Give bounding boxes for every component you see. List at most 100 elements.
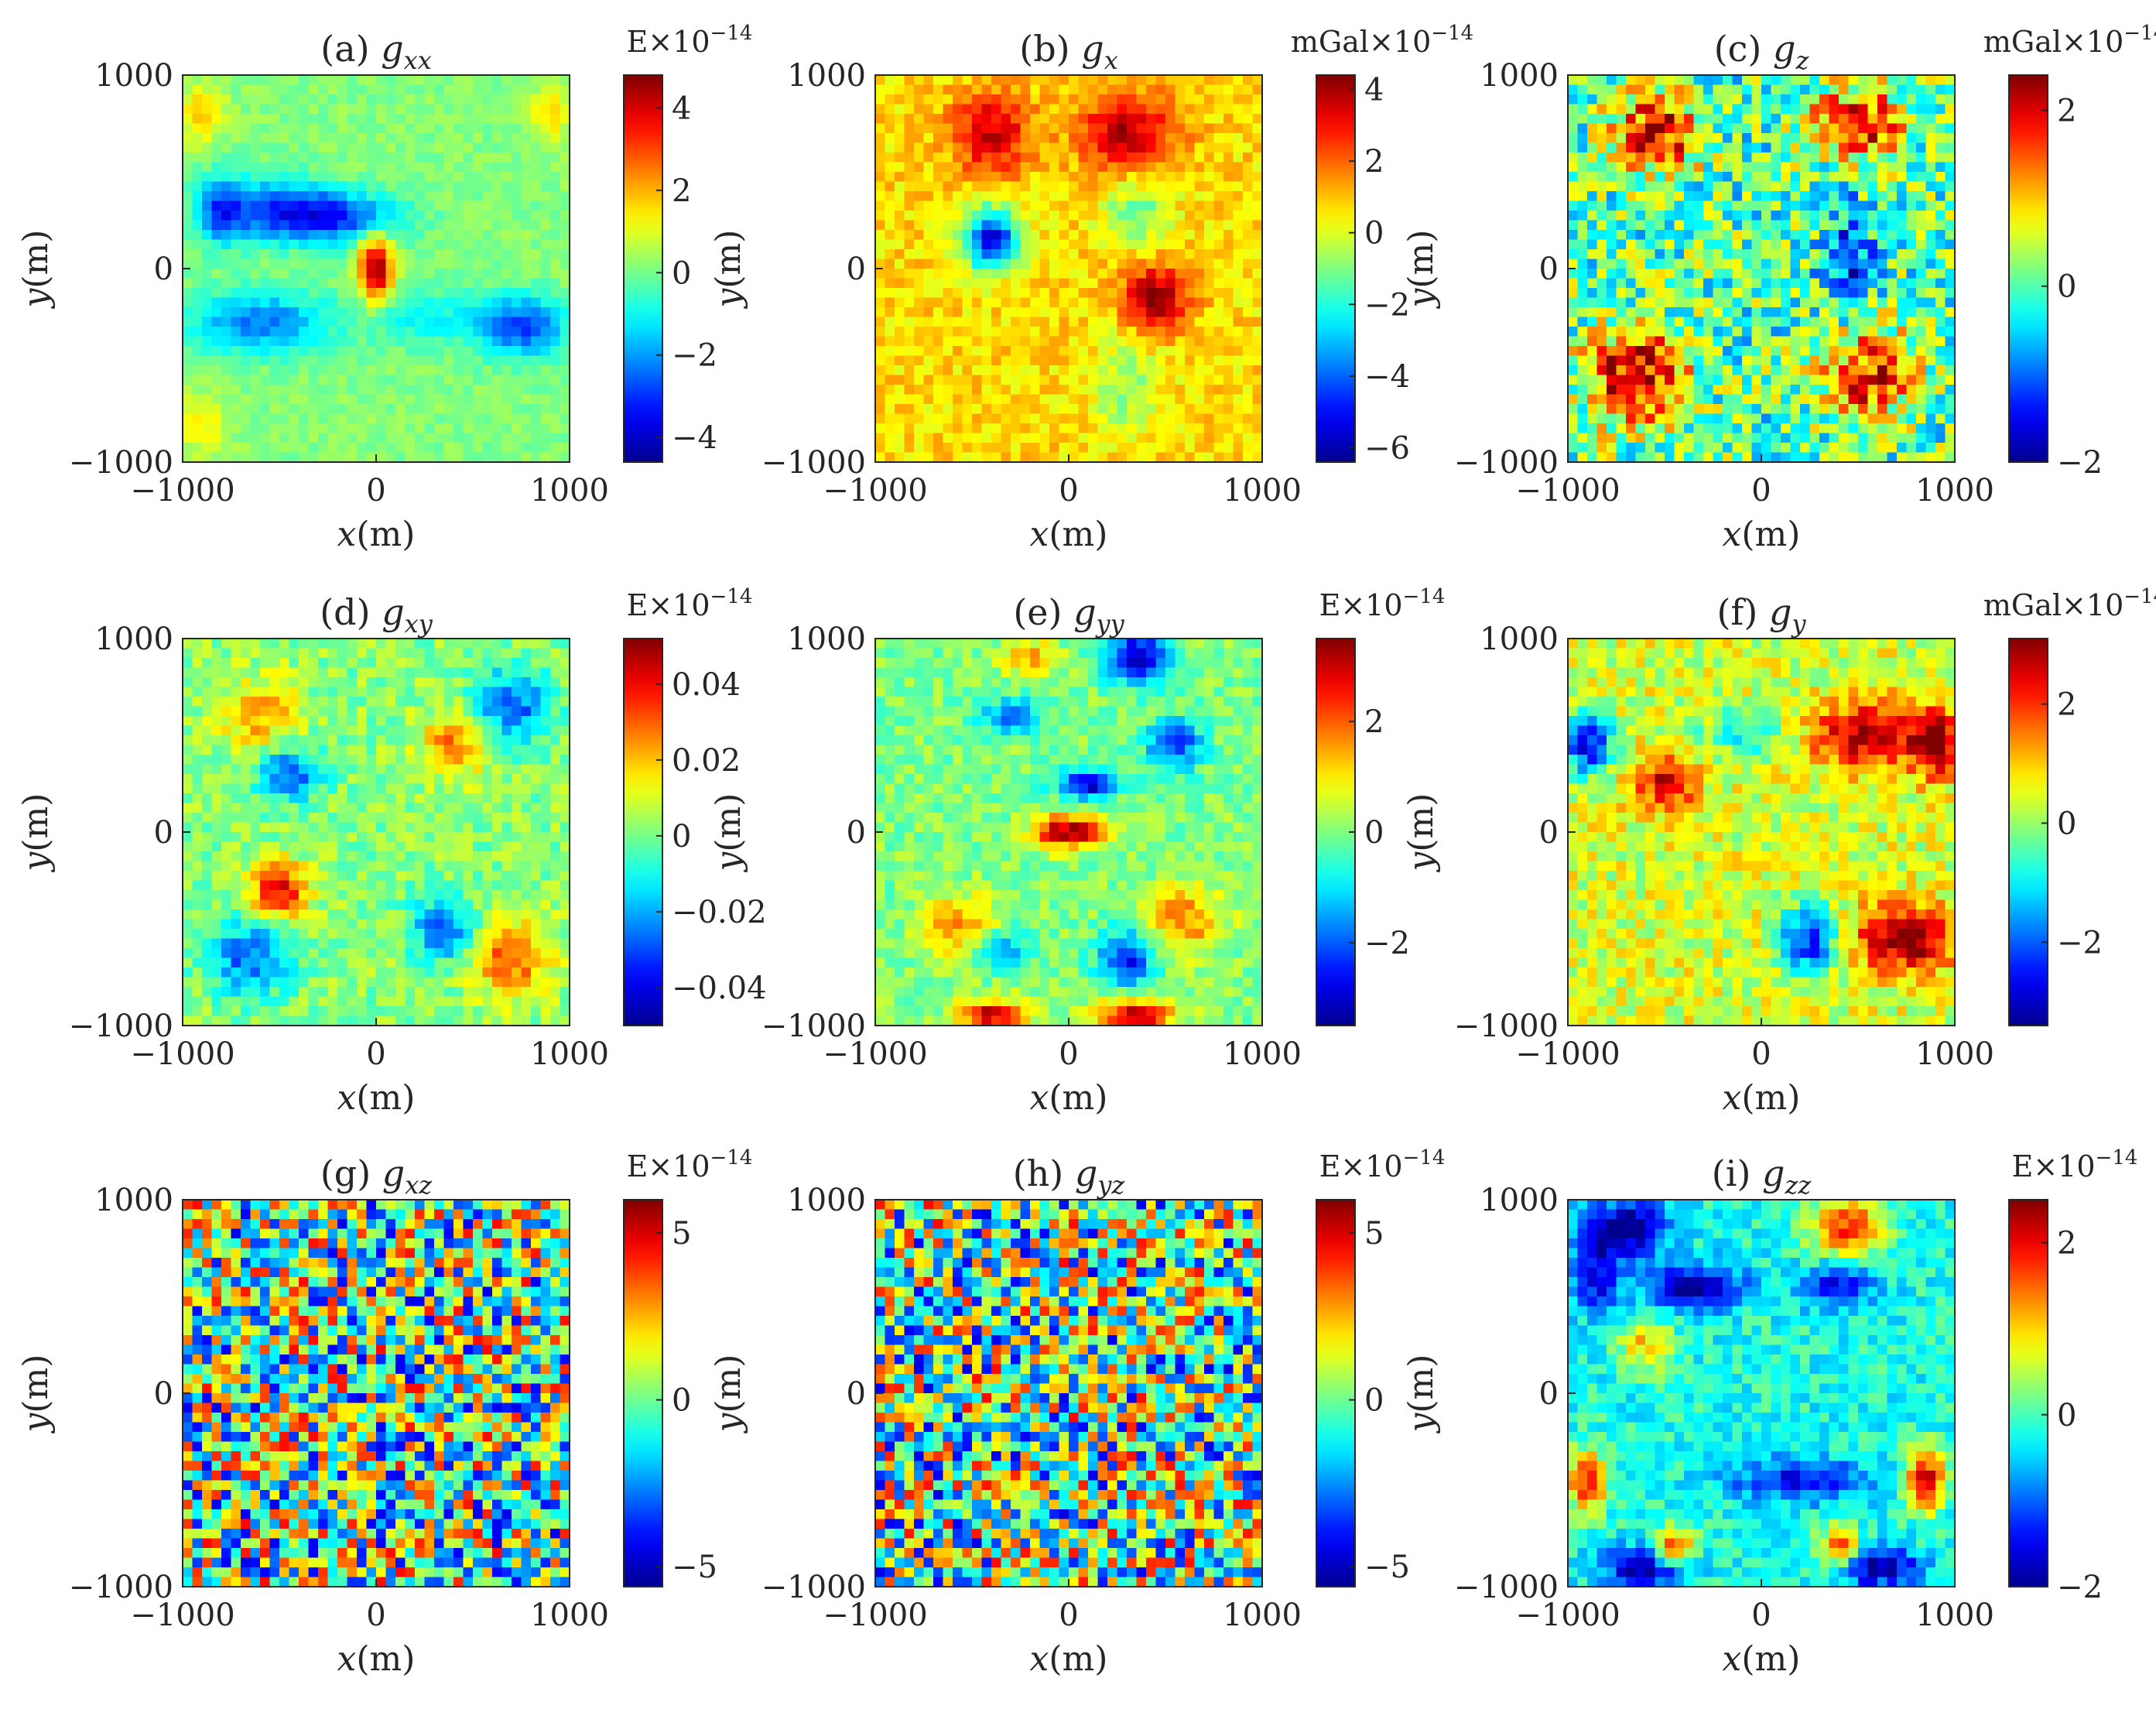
heatmap-cell [540, 142, 551, 153]
heatmap-cell [1243, 404, 1254, 415]
heatmap-cell [1945, 278, 1956, 289]
heatmap-cell [1800, 385, 1811, 396]
heatmap-cell [231, 239, 241, 250]
colorbar-tick-label: 2 [1364, 144, 1384, 180]
heatmap-cell [347, 230, 358, 241]
heatmap-cell [1243, 181, 1254, 192]
heatmap-cell [1897, 104, 1908, 115]
heatmap-cell [1703, 152, 1714, 163]
heatmap-cell [1703, 336, 1714, 347]
heatmap-cell [347, 162, 358, 173]
heatmap-cell [560, 278, 570, 289]
heatmap-cell [463, 114, 474, 125]
heatmap-cell [1233, 75, 1244, 86]
heatmap-cell [1626, 297, 1637, 308]
heatmap-cell [1155, 385, 1166, 396]
y-axis-label-unit: (m) [1401, 230, 1441, 289]
heatmap-cell [1039, 297, 1050, 308]
heatmap-cell [318, 375, 329, 385]
heatmap-cell [1684, 394, 1695, 405]
heatmap-cell [1771, 162, 1781, 173]
heatmap-cell [1790, 181, 1801, 192]
heatmap-cell [1693, 385, 1704, 396]
heatmap-cell [1001, 239, 1011, 250]
heatmap-cell [1088, 385, 1099, 396]
heatmap-cell [1039, 452, 1050, 463]
heatmap-cell [1039, 123, 1050, 134]
heatmap-cell [308, 142, 319, 153]
heatmap-cell [405, 259, 416, 269]
heatmap-cell [1655, 327, 1665, 337]
heatmap-cell [933, 239, 944, 250]
heatmap-cell [1011, 123, 1022, 134]
heatmap-cell [933, 375, 944, 385]
heatmap-cell [211, 123, 222, 134]
heatmap-cell [981, 94, 992, 105]
heatmap-cell [308, 394, 319, 405]
heatmap-cell [327, 278, 338, 289]
heatmap-cell [1771, 133, 1781, 144]
heatmap-cell [473, 84, 484, 95]
heatmap-cell [1877, 152, 1888, 163]
colorbar-tick-label: 4 [672, 91, 691, 127]
heatmap-cell [269, 394, 280, 405]
heatmap-cell [1684, 346, 1695, 357]
heatmap-cell [434, 181, 445, 192]
heatmap-cell [269, 375, 280, 385]
heatmap-cell [540, 259, 551, 269]
heatmap-cell [1136, 114, 1147, 125]
heatmap-cell [1146, 288, 1157, 299]
heatmap-cell [1713, 142, 1723, 153]
heatmap-cell [1723, 104, 1733, 115]
heatmap-cell [366, 269, 377, 279]
heatmap-cell [1839, 269, 1850, 279]
heatmap-cell [337, 162, 348, 173]
heatmap-cell [1136, 365, 1147, 376]
heatmap-cell [1684, 152, 1695, 163]
heatmap-cell [1751, 288, 1762, 299]
heatmap-cell [1626, 433, 1637, 444]
heatmap-cell [202, 288, 213, 299]
heatmap-cell [1213, 220, 1224, 231]
heatmap-cell [1078, 404, 1089, 415]
heatmap-cell [914, 288, 925, 299]
heatmap-cell [1127, 191, 1138, 202]
heatmap-cell [192, 94, 203, 105]
heatmap-cell [1233, 104, 1244, 115]
heatmap-cell [1127, 104, 1138, 115]
heatmap-cell [260, 259, 271, 269]
heatmap-cell [1703, 288, 1714, 299]
heatmap-cell [1011, 104, 1022, 115]
heatmap-cell [1674, 114, 1685, 125]
heatmap-cell [434, 278, 445, 289]
heatmap-cell [1819, 443, 1830, 454]
heatmap-cell [1790, 336, 1801, 347]
heatmap-cell [463, 220, 474, 231]
heatmap-cell [337, 94, 348, 105]
heatmap-cell [501, 133, 512, 144]
heatmap-cell [1039, 269, 1050, 279]
heatmap-cell [424, 375, 435, 385]
heatmap-cell [531, 249, 542, 260]
heatmap-cell [953, 452, 963, 463]
heatmap-cell [347, 639, 358, 649]
heatmap-cell [318, 249, 329, 260]
heatmap-cell [1925, 152, 1936, 163]
heatmap-cell [501, 639, 512, 649]
heatmap-cell [1069, 123, 1080, 134]
heatmap-cell [308, 211, 319, 221]
heatmap-cell [1887, 84, 1898, 95]
heatmap-cell [1819, 104, 1830, 115]
heatmap-cell [991, 346, 1002, 357]
heatmap-cell [550, 94, 561, 105]
heatmap-cell [1897, 433, 1908, 444]
heatmap-cell [299, 385, 310, 396]
heatmap-cell [1117, 94, 1128, 105]
heatmap-cell [943, 433, 953, 444]
heatmap-cell [453, 220, 464, 231]
heatmap-cell [1097, 365, 1108, 376]
heatmap-cell [560, 317, 570, 327]
heatmap-cell [1117, 433, 1128, 444]
heatmap-cell [521, 278, 532, 289]
heatmap-cell [1078, 181, 1089, 192]
